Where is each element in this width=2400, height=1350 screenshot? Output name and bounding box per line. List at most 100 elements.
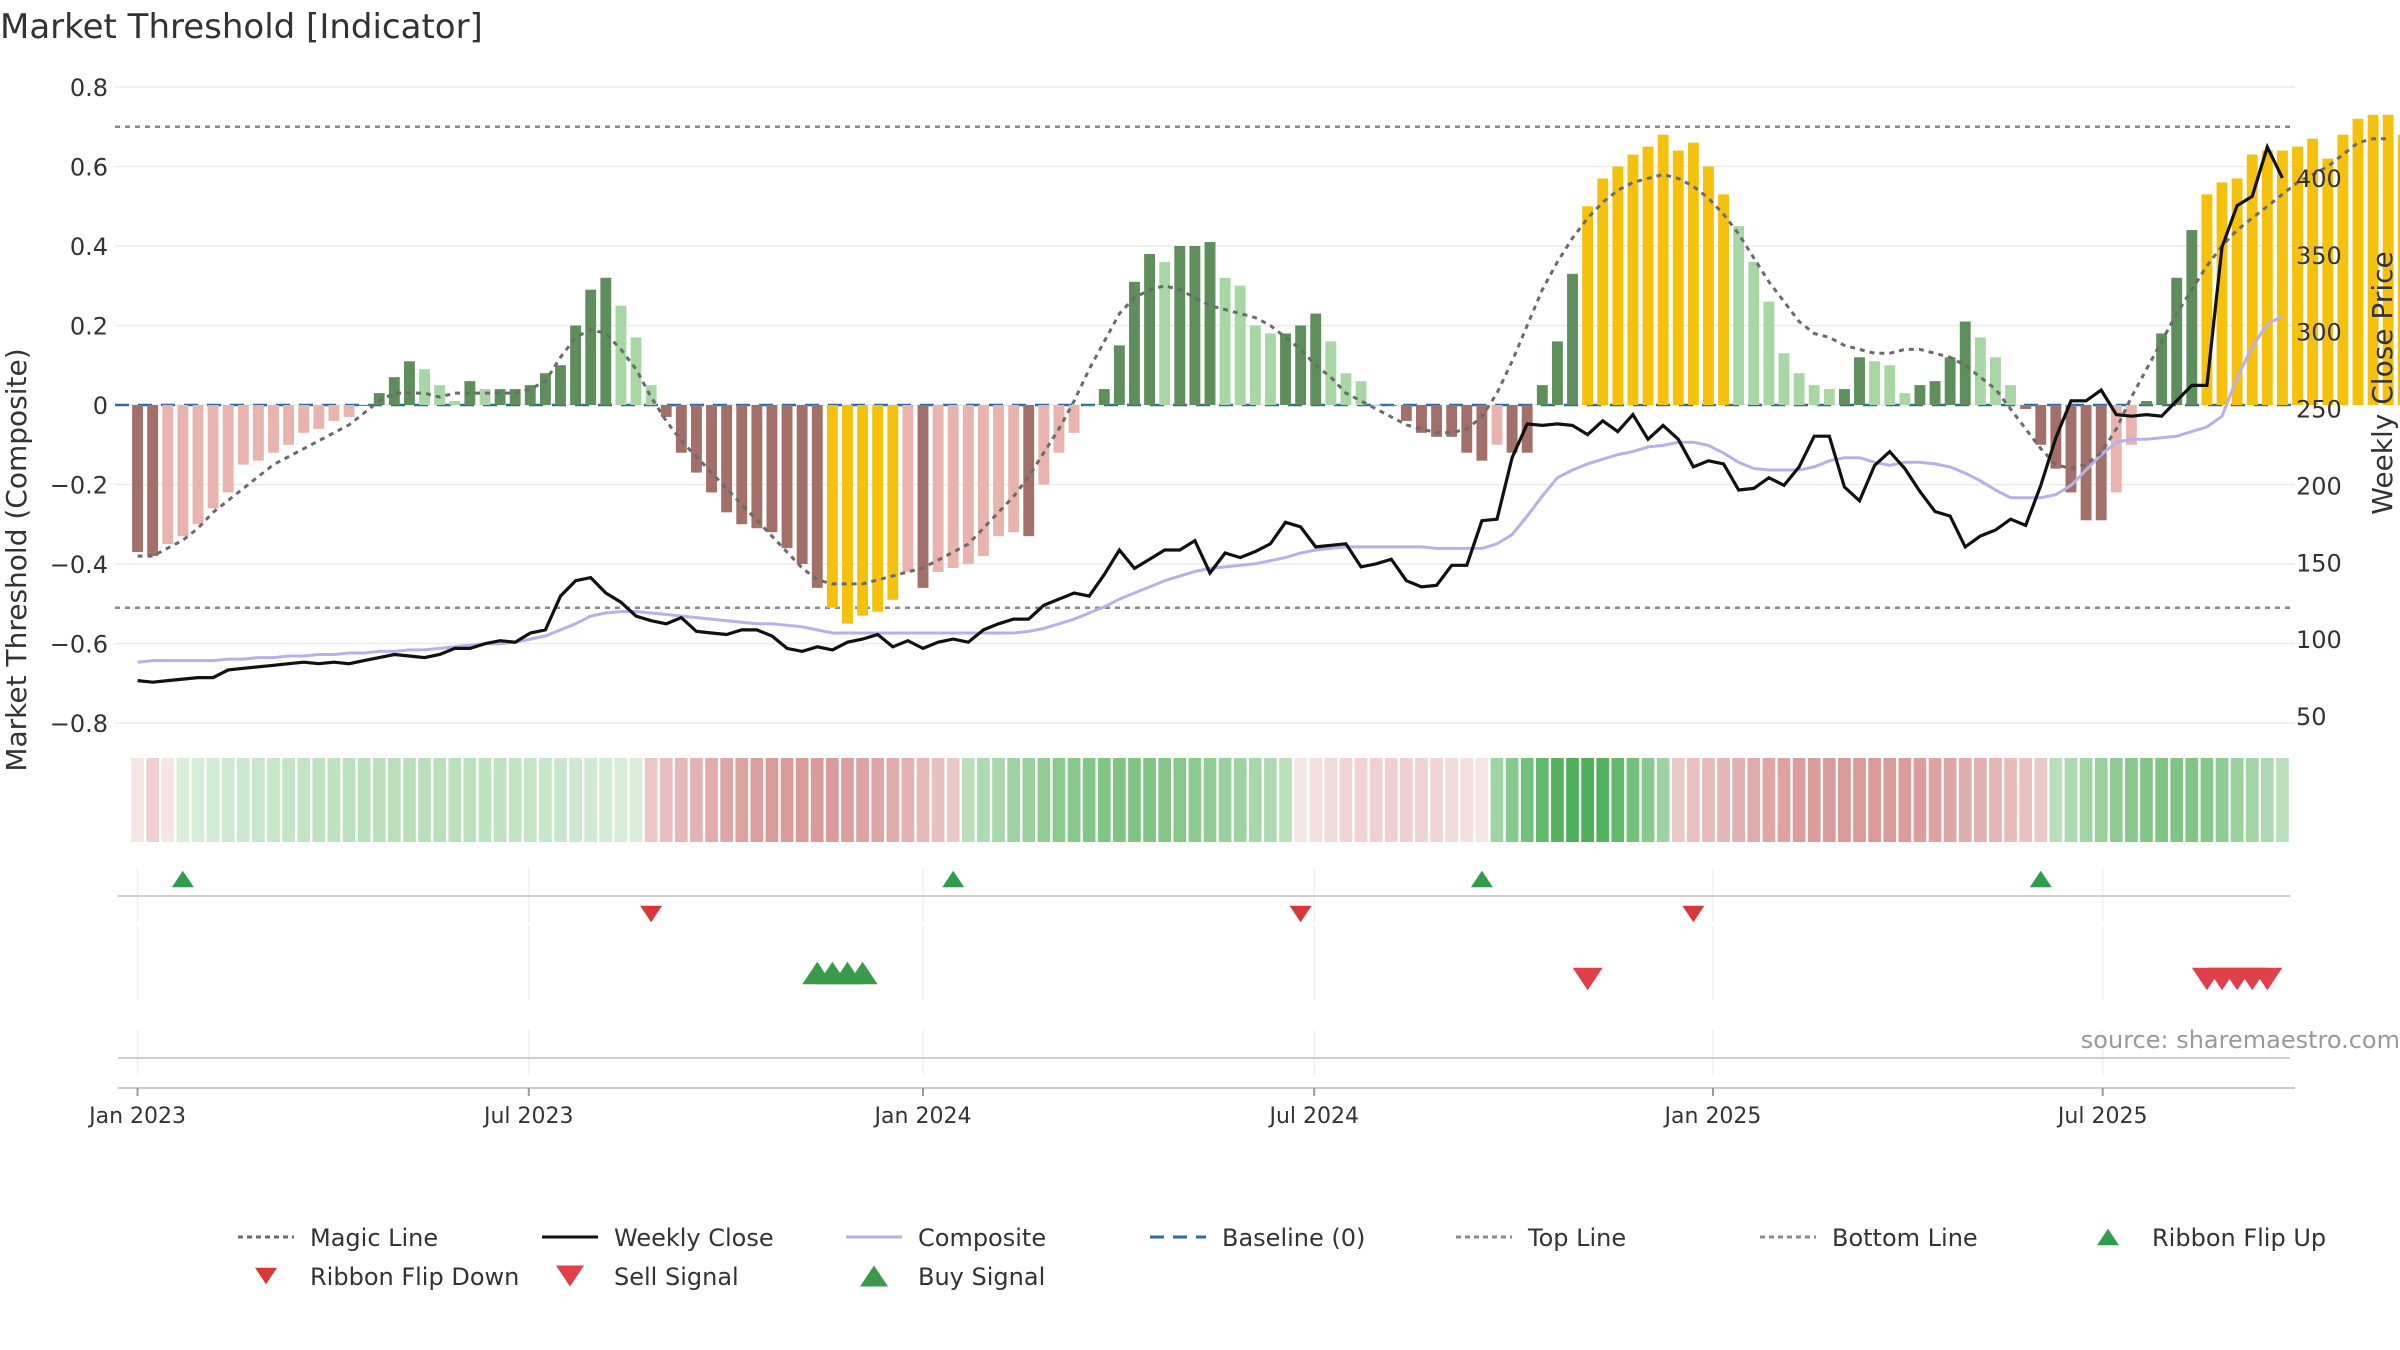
threshold-bar <box>751 405 763 529</box>
ribbon-cell <box>1143 758 1156 842</box>
threshold-bar <box>1597 178 1609 405</box>
threshold-bar <box>2005 385 2016 405</box>
threshold-bar <box>932 405 944 572</box>
threshold-bar <box>977 405 989 557</box>
ribbon-cell <box>1505 758 1519 842</box>
ribbon-flip-up-marker <box>942 870 965 888</box>
threshold-bar <box>2292 146 2303 405</box>
ribbon-cell <box>1279 758 1292 842</box>
threshold-bar <box>2352 118 2364 406</box>
sell-signal-marker <box>1572 967 1603 991</box>
ribbon-cell <box>2094 758 2108 842</box>
ribbon-cell <box>2004 758 2017 842</box>
threshold-bar <box>1657 134 1669 405</box>
threshold-bar <box>1264 333 1276 405</box>
threshold-bar <box>1355 381 1367 405</box>
ribbon-cell <box>448 758 462 842</box>
ribbon-cell <box>795 758 809 842</box>
ribbon-cell <box>931 758 945 842</box>
ribbon-cell <box>1203 758 1217 842</box>
ribbon-cell <box>826 758 839 842</box>
ribbon-cell <box>236 758 250 842</box>
threshold-bar <box>2065 405 2077 493</box>
threshold-bar <box>1687 142 1699 405</box>
ribbon-cell <box>1007 758 1020 842</box>
threshold-bar <box>1234 285 1246 405</box>
ribbon-cell <box>206 758 220 842</box>
magic-line <box>137 137 2389 586</box>
legend-label: Sell Signal <box>614 1263 739 1291</box>
ribbon-cell <box>705 758 718 842</box>
ribbon-cell <box>161 758 175 842</box>
ribbon-cell <box>1566 758 1579 842</box>
series-lines <box>137 137 2389 684</box>
threshold-bar <box>600 277 612 405</box>
threshold-bar <box>2277 150 2288 405</box>
x-tick-label: Jan 2024 <box>873 1104 972 1129</box>
ribbon-cell <box>297 758 311 842</box>
ribbon-cell <box>387 758 401 842</box>
source-annotation: source: sharemaestro.com <box>2081 1026 2400 1054</box>
ribbon-cell <box>191 758 205 842</box>
ribbon-cell <box>810 758 824 842</box>
threshold-bar <box>237 405 249 465</box>
threshold-bar <box>1944 357 1956 405</box>
y2-tick-label: 300 <box>2296 319 2342 347</box>
threshold-bar <box>1431 405 1443 437</box>
ribbon-cell <box>1354 758 1368 842</box>
threshold-bar <box>1370 405 1382 406</box>
ribbon-cell <box>1762 758 1776 842</box>
x-tick-label: Jan 2025 <box>1663 1104 1762 1129</box>
threshold-bar <box>736 405 748 525</box>
ribbon-cell <box>131 758 144 842</box>
threshold-bar <box>177 405 189 537</box>
ribbon-cell <box>2170 758 2184 842</box>
ribbon-cell <box>1838 758 1851 842</box>
threshold-bar <box>2261 150 2273 405</box>
threshold-bar <box>796 405 808 564</box>
ribbon-cell <box>221 758 235 842</box>
y2-tick-label: 350 <box>2296 242 2342 270</box>
ribbon-cell <box>614 758 628 842</box>
ribbon-cell <box>886 758 900 842</box>
y2-tick-label: 200 <box>2296 472 2342 500</box>
threshold-bar <box>1990 357 2001 405</box>
ribbon-cell <box>1853 758 1866 842</box>
threshold-bar <box>902 405 914 572</box>
threshold-bar <box>1416 405 1427 433</box>
y-axis-label: Market Threshold (Composite) <box>0 348 33 771</box>
legend-marker <box>860 1265 888 1287</box>
y2-tick-label: 400 <box>2296 165 2342 193</box>
ribbon-cell <box>629 758 643 842</box>
ribbon-cell <box>1792 758 1806 842</box>
ribbon-cell <box>1974 758 1987 842</box>
y2-tick-label: 100 <box>2296 626 2342 654</box>
threshold-bar <box>539 373 551 405</box>
ribbon-cell <box>372 758 386 842</box>
ribbon-cell <box>1384 758 1398 842</box>
ribbon-cell <box>2230 758 2244 842</box>
y-tick-label: −0.6 <box>50 631 108 659</box>
threshold-bar <box>1838 389 1850 405</box>
ribbon-cell <box>2276 758 2289 842</box>
x-tick-label: Jul 2025 <box>2056 1104 2148 1129</box>
threshold-bar <box>1869 361 1881 405</box>
y2-axis-label: Weekly Close Price <box>2366 251 2399 514</box>
threshold-bar <box>494 389 506 405</box>
threshold-bar <box>2216 182 2228 405</box>
threshold-bar <box>2322 158 2334 405</box>
ribbon-cell <box>282 758 295 842</box>
threshold-bar <box>1476 405 1488 461</box>
ribbon-cell <box>2215 758 2229 842</box>
ribbon-cell <box>1400 758 1413 842</box>
threshold-bar <box>555 365 566 405</box>
ribbon-cell <box>856 758 869 842</box>
threshold-bar <box>887 405 899 600</box>
threshold-bar <box>1400 405 1412 421</box>
threshold-bar <box>132 405 143 553</box>
y-tick-label: 0.8 <box>70 74 108 102</box>
threshold-bar <box>1249 325 1261 405</box>
ribbon-cell <box>992 758 1005 842</box>
threshold-bar <box>1959 321 1971 405</box>
